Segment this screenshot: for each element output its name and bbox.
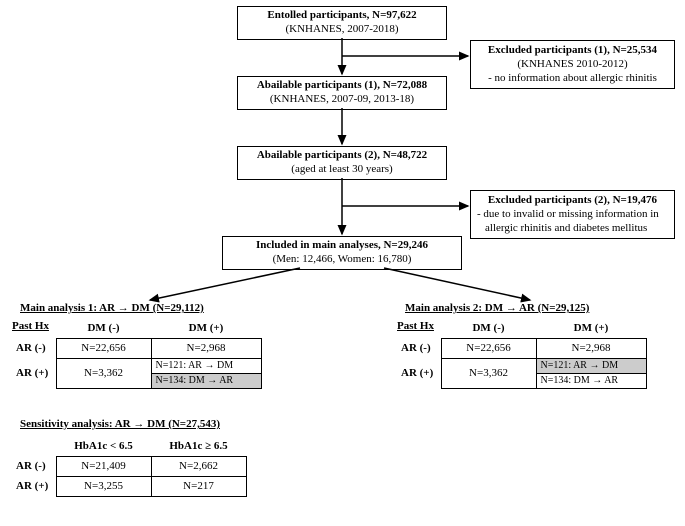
main2-table: DM (-) DM (+) AR (-) N=22,656 N=2,968 AR… (397, 318, 647, 389)
excl1-title: Excluded participants (1), N=25,534 (477, 44, 668, 58)
main2-col-dmpos: DM (+) (536, 318, 646, 338)
sens-title: Sensitivity analysis: AR → DM (N=27,543) (20, 418, 220, 430)
excl2-l2: allergic rhinitis and diabetes mellitus (477, 222, 668, 236)
avail2-title: Abailable participants (2), N=48,722 (257, 149, 427, 161)
sens-r1c1: N=21,409 (56, 456, 151, 476)
main1-r1c1: N=22,656 (56, 338, 151, 358)
included-sub: (Men: 12,466, Women: 16,780) (273, 253, 412, 265)
enrolled-title: Entolled participants, N=97,622 (267, 9, 416, 21)
main2-r1c1: N=22,656 (441, 338, 536, 358)
box-excl1: Excluded participants (1), N=25,534 (KNH… (470, 40, 675, 89)
main2-r2c2a: N=121: AR → DM (536, 358, 646, 373)
main2-row-arpos: AR (+) (397, 358, 441, 388)
excl1-l2: - no information about allergic rhinitis (477, 72, 668, 86)
main1-r1c2: N=2,968 (151, 338, 261, 358)
main2-col-dmneg: DM (-) (441, 318, 536, 338)
box-avail1: Abailable participants (1), N=72,088 (KN… (237, 76, 447, 110)
main1-row-arpos: AR (+) (12, 358, 56, 388)
box-enrolled: Entolled participants, N=97,622 (KNHANES… (237, 6, 447, 40)
main1-col-dmneg: DM (-) (56, 318, 151, 338)
box-included: Included in main analyses, N=29,246 (Men… (222, 236, 462, 270)
main1-table: DM (-) DM (+) AR (-) N=22,656 N=2,968 AR… (12, 318, 262, 389)
main1-col-dmpos: DM (+) (151, 318, 261, 338)
avail1-sub: (KNHANES, 2007-09, 2013-18) (270, 93, 414, 105)
box-avail2: Abailable participants (2), N=48,722 (ag… (237, 146, 447, 180)
avail1-title: Abailable participants (1), N=72,088 (257, 79, 427, 91)
main2-row-arneg: AR (-) (397, 338, 441, 358)
main1-r2c2a: N=121: AR → DM (151, 358, 261, 373)
sens-row-arpos: AR (+) (12, 476, 56, 496)
excl1-l1: (KNHANES 2010-2012) (477, 58, 668, 72)
main2-r2c2b: N=134: DM → AR (536, 373, 646, 388)
excl2-l1: - due to invalid or missing information … (477, 208, 668, 222)
enrolled-sub: (KNHANES, 2007-2018) (285, 23, 398, 35)
sens-col-ge: HbA1c ≥ 6.5 (151, 436, 246, 456)
main1-title: Main analysis 1: AR → DM (N=29,112) (20, 302, 204, 314)
main2-r1c2: N=2,968 (536, 338, 646, 358)
avail2-sub: (aged at least 30 years) (291, 163, 392, 175)
sens-r2c2: N=217 (151, 476, 246, 496)
sens-table: HbA1c < 6.5 HbA1c ≥ 6.5 AR (-) N=21,409 … (12, 436, 247, 497)
main1-r2c2b: N=134: DM → AR (151, 373, 261, 388)
sens-r2c1: N=3,255 (56, 476, 151, 496)
main2-r2c1: N=3,362 (441, 358, 536, 388)
main1-r2c1: N=3,362 (56, 358, 151, 388)
sens-r1c2: N=2,662 (151, 456, 246, 476)
sens-col-lt: HbA1c < 6.5 (56, 436, 151, 456)
main2-title: Main analysis 2: DM → AR (N=29,125) (405, 302, 589, 314)
main1-row-arneg: AR (-) (12, 338, 56, 358)
excl2-title: Excluded participants (2), N=19,476 (477, 194, 668, 208)
included-title: Included in main analyses, N=29,246 (256, 239, 428, 251)
sens-row-arneg: AR (-) (12, 456, 56, 476)
box-excl2: Excluded participants (2), N=19,476 - du… (470, 190, 675, 239)
